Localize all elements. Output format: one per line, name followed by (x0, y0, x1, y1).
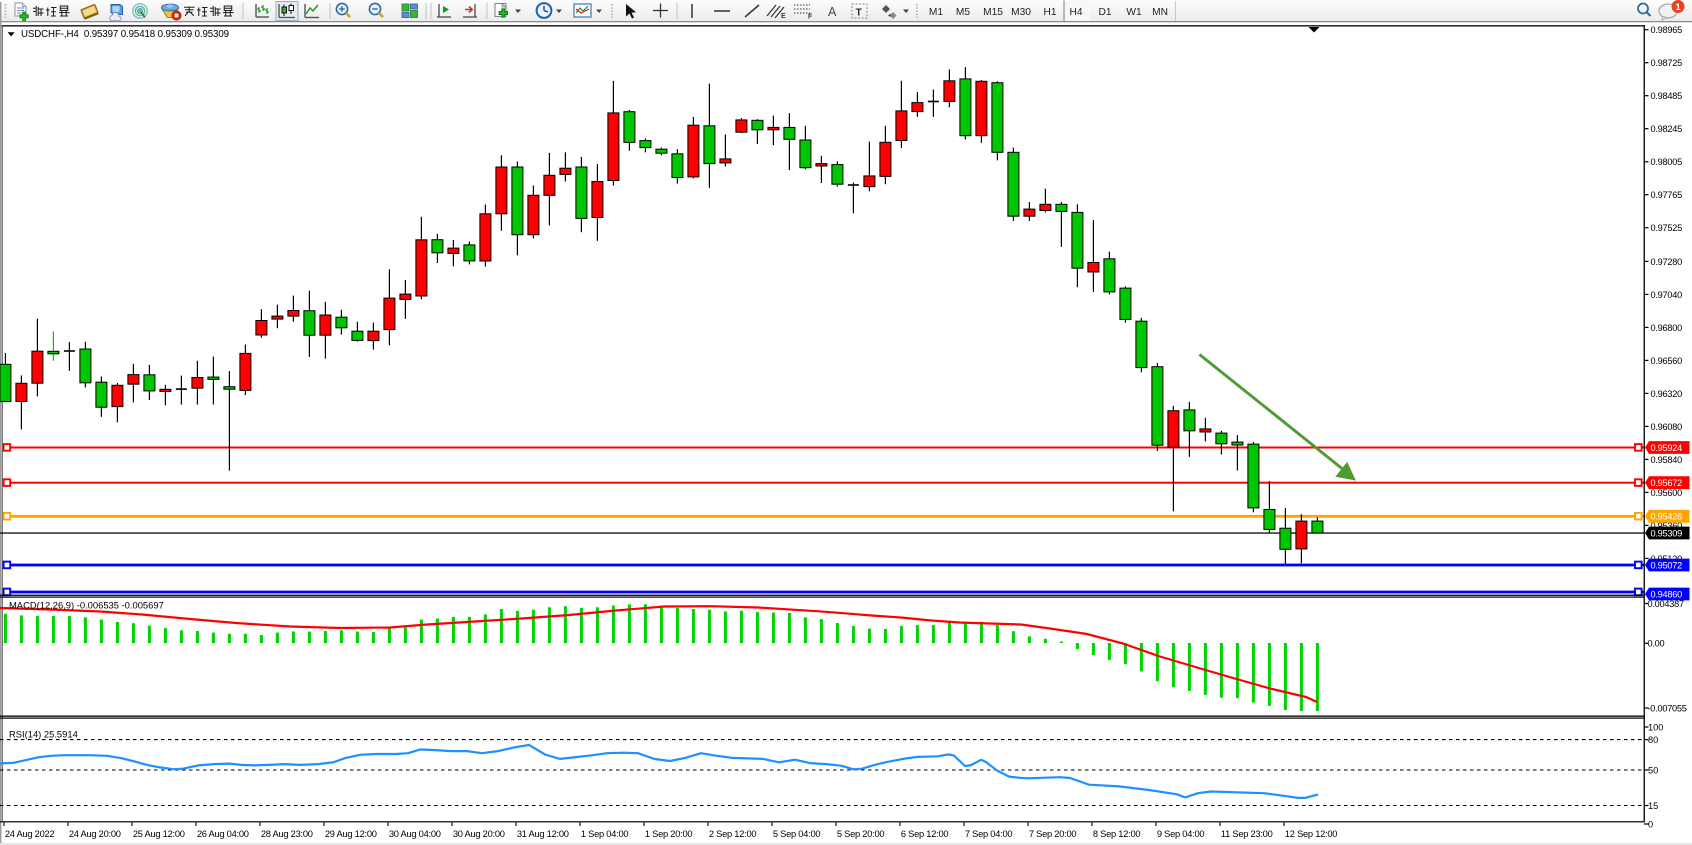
svg-text:12 Sep 12:00: 12 Sep 12:00 (1285, 829, 1337, 839)
svg-text:T: T (856, 7, 863, 19)
svg-text:0.97280: 0.97280 (1651, 257, 1683, 267)
svg-text:7 Sep 20:00: 7 Sep 20:00 (1029, 829, 1076, 839)
svg-text:0.98965: 0.98965 (1651, 25, 1683, 35)
svg-text:1 Sep 04:00: 1 Sep 04:00 (581, 829, 628, 839)
svg-text:F: F (808, 14, 813, 21)
svg-text:5 Sep 20:00: 5 Sep 20:00 (837, 829, 884, 839)
svg-text:M1: M1 (929, 7, 943, 18)
svg-text:0.96080: 0.96080 (1651, 422, 1683, 432)
svg-text:0.96320: 0.96320 (1651, 389, 1683, 399)
svg-text:0.97040: 0.97040 (1651, 290, 1683, 300)
svg-text:0.95426: 0.95426 (1651, 512, 1683, 522)
svg-text:0.95840: 0.95840 (1651, 455, 1683, 465)
svg-text:0.00: 0.00 (1648, 639, 1665, 649)
svg-text:30 Aug 04:00: 30 Aug 04:00 (389, 829, 441, 839)
svg-text:80: 80 (1648, 735, 1658, 745)
svg-text:M30: M30 (1011, 7, 1031, 18)
svg-text:2 Sep 12:00: 2 Sep 12:00 (709, 829, 756, 839)
svg-text:A: A (828, 5, 837, 19)
svg-text:0.97765: 0.97765 (1651, 190, 1683, 200)
svg-text:RSI(14) 25.5914: RSI(14) 25.5914 (9, 729, 78, 740)
svg-text:0.95360: 0.95360 (1651, 521, 1683, 531)
svg-text:0.95072: 0.95072 (1651, 560, 1683, 570)
svg-text:24 Aug 2022: 24 Aug 2022 (5, 829, 55, 839)
svg-text:0.96560: 0.96560 (1651, 356, 1683, 366)
svg-text:26 Aug 04:00: 26 Aug 04:00 (197, 829, 249, 839)
svg-text:1 Sep 20:00: 1 Sep 20:00 (645, 829, 692, 839)
svg-text:0.95924: 0.95924 (1651, 443, 1683, 453)
svg-text:24 Aug 20:00: 24 Aug 20:00 (69, 829, 121, 839)
svg-text:0.95309: 0.95309 (1651, 528, 1683, 538)
svg-text:D1: D1 (1098, 7, 1111, 18)
svg-text:100: 100 (1648, 722, 1663, 732)
svg-text:0.98005: 0.98005 (1651, 157, 1683, 167)
svg-text:0.95600: 0.95600 (1651, 488, 1683, 498)
svg-text:8 Sep 12:00: 8 Sep 12:00 (1093, 829, 1140, 839)
svg-text:9 Sep 04:00: 9 Sep 04:00 (1157, 829, 1204, 839)
svg-text:M5: M5 (956, 7, 970, 18)
svg-text:50: 50 (1648, 765, 1658, 775)
svg-text:E: E (781, 13, 786, 20)
svg-text:H1: H1 (1043, 7, 1056, 18)
svg-text:0.98245: 0.98245 (1651, 124, 1683, 134)
svg-text:-0.007055: -0.007055 (1648, 703, 1687, 713)
svg-text:28 Aug 23:00: 28 Aug 23:00 (261, 829, 313, 839)
svg-text:USDCHF-,H4 0.95397 0.95418 0.: USDCHF-,H4 0.95397 0.95418 0.95309 0.953… (21, 29, 229, 40)
svg-text:0.95672: 0.95672 (1651, 478, 1683, 488)
svg-text:MACD(12,26,9) -0.006535 -0.005: MACD(12,26,9) -0.006535 -0.005697 (9, 600, 164, 611)
svg-text:M15: M15 (983, 7, 1003, 18)
svg-text:25 Aug 12:00: 25 Aug 12:00 (133, 829, 185, 839)
svg-text:MN: MN (1152, 7, 1168, 18)
svg-text:31 Aug 12:00: 31 Aug 12:00 (517, 829, 569, 839)
svg-text:6 Sep 12:00: 6 Sep 12:00 (901, 829, 948, 839)
svg-text:15: 15 (1648, 801, 1658, 811)
svg-text:5 Sep 04:00: 5 Sep 04:00 (773, 829, 820, 839)
svg-text:W1: W1 (1126, 7, 1142, 18)
svg-text:0.98725: 0.98725 (1651, 58, 1683, 68)
svg-text:0.94860: 0.94860 (1651, 589, 1683, 599)
svg-text:0.96800: 0.96800 (1651, 323, 1683, 333)
svg-text:0: 0 (1648, 819, 1653, 829)
svg-text:H4: H4 (1069, 7, 1082, 18)
svg-text:11 Sep 23:00: 11 Sep 23:00 (1221, 829, 1273, 839)
svg-text:7 Sep 04:00: 7 Sep 04:00 (965, 829, 1012, 839)
svg-text:30 Aug 20:00: 30 Aug 20:00 (453, 829, 505, 839)
svg-text:0.98485: 0.98485 (1651, 91, 1683, 101)
svg-text:0.004387: 0.004387 (1648, 599, 1684, 609)
svg-text:29 Aug 12:00: 29 Aug 12:00 (325, 829, 377, 839)
svg-text:1: 1 (1675, 2, 1681, 13)
svg-text:0.97525: 0.97525 (1651, 223, 1683, 233)
